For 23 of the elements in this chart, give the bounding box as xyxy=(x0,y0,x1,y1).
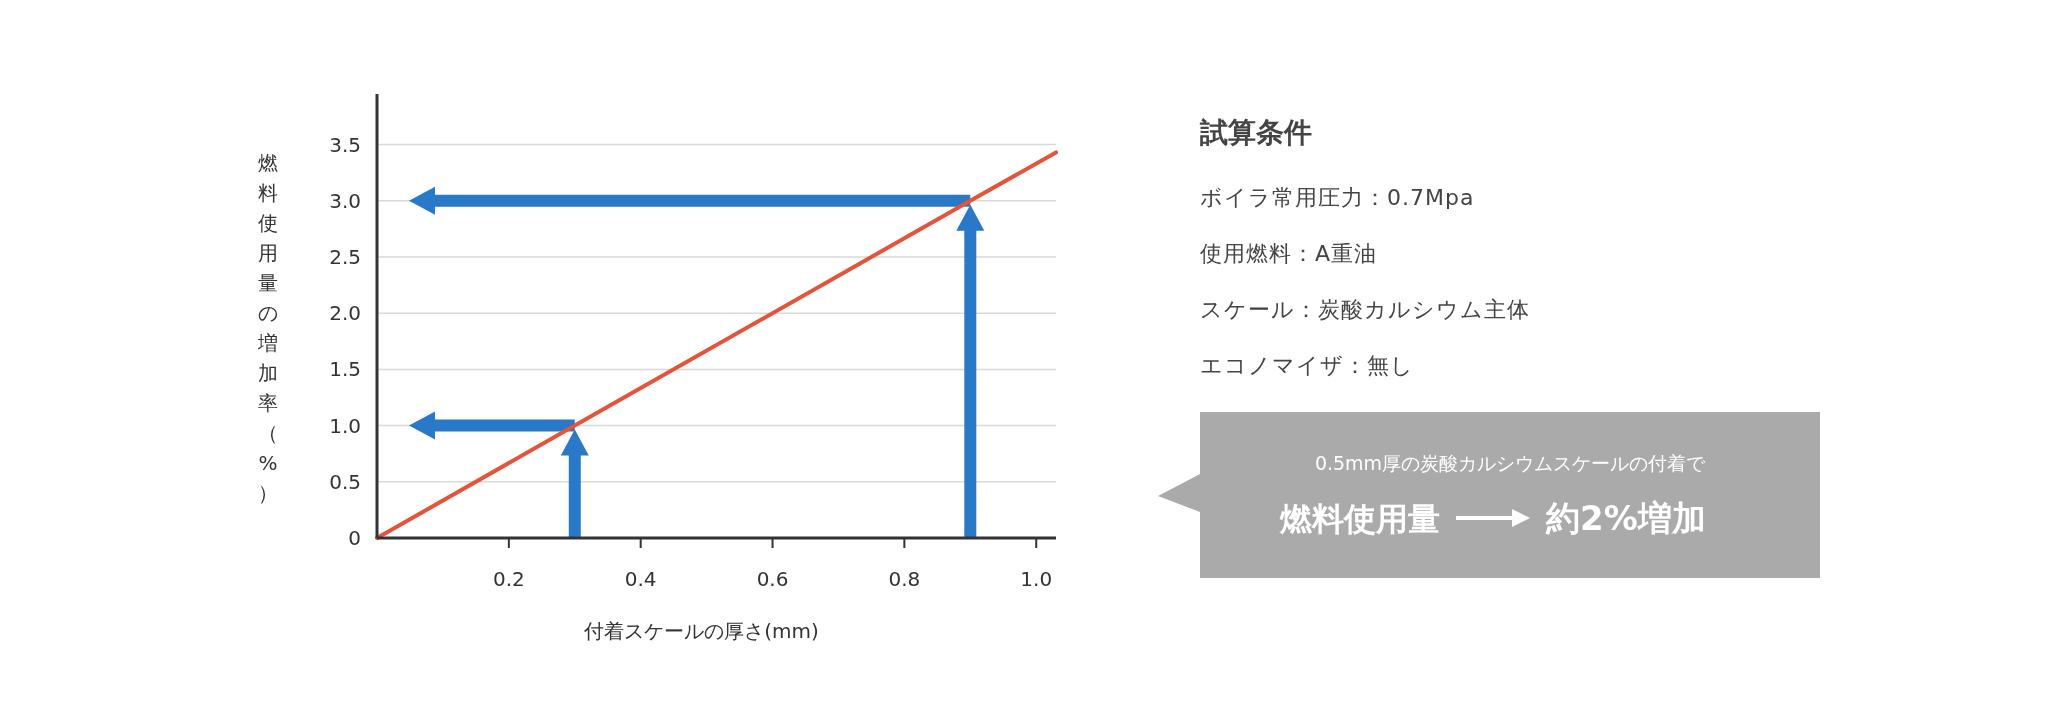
y-tick-label: 3.5 xyxy=(329,132,361,157)
y-tick-label: 0 xyxy=(348,526,361,550)
y-tick-label: 0.5 xyxy=(329,469,361,494)
text: 試算条件 xyxy=(1199,116,1312,149)
y-tick-label: 2.0 xyxy=(329,301,361,326)
x-axis-title: 付着スケールの厚さ(mm) xyxy=(583,619,819,643)
text: 燃料使用量の増加率（%） xyxy=(258,151,278,505)
text: スケール：炭酸カルシウム主体 xyxy=(1200,297,1530,322)
y-tick-label: 2.5 xyxy=(329,244,361,269)
x-tick-label: 0.2 xyxy=(492,567,525,591)
x-tick-label: 0.4 xyxy=(624,567,657,591)
text: エコノマイザ：無し xyxy=(1200,353,1414,378)
text: 0.5mm厚の炭酸カルシウムスケールの付着で xyxy=(1314,452,1707,474)
x-tick-label: 0.8 xyxy=(888,567,921,591)
text: 使用燃料：A重油 xyxy=(1200,241,1378,266)
text: 燃料使用量 xyxy=(1279,500,1440,538)
y-tick-label: 3.0 xyxy=(329,188,361,213)
text: 約2%増加 xyxy=(1545,498,1706,538)
y-tick-label: 1.0 xyxy=(329,413,361,438)
y-tick-label: 1.5 xyxy=(329,357,361,382)
text: ボイラ常用圧力：0.7Mpa xyxy=(1200,185,1475,210)
x-tick-label: 0.6 xyxy=(756,567,789,591)
x-tick-label: 1.0 xyxy=(1020,567,1053,591)
